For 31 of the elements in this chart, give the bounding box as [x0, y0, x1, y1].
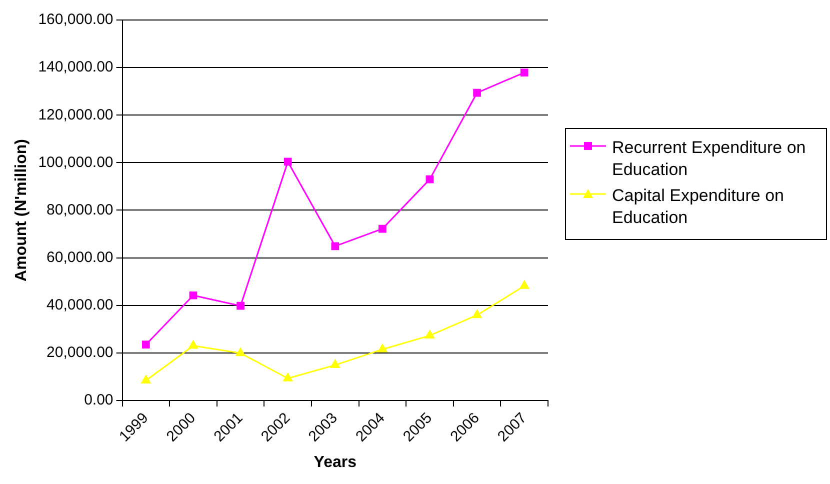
point [236, 348, 246, 356]
point [426, 175, 434, 184]
y-tick-label: 100,000.00 [38, 154, 114, 171]
point [473, 88, 481, 97]
point [188, 340, 198, 349]
y-tick-label: 120,000.00 [38, 106, 114, 124]
y-tick-label: 160,000.00 [38, 11, 114, 28]
point [378, 344, 388, 352]
point [189, 291, 198, 300]
point [520, 68, 528, 76]
point [330, 360, 340, 368]
legend-label: Capital Expenditure on Education [612, 185, 786, 229]
y-tick-label: 0.00 [84, 392, 114, 409]
point [284, 158, 292, 166]
point [141, 375, 151, 384]
y-tick-label: 20,000.00 [46, 344, 114, 362]
point [472, 310, 482, 318]
point [236, 302, 244, 310]
y-tick-label: 80,000.00 [46, 201, 114, 218]
y-axis-title: Amount (N'million) [13, 139, 30, 282]
x-axis-title: Years [314, 454, 357, 471]
y-tick-label: 140,000.00 [38, 58, 114, 76]
point [378, 224, 386, 233]
point [520, 280, 529, 289]
point [331, 242, 340, 250]
y-tick-label: 60,000.00 [46, 248, 114, 266]
y-tick-label: 40,000.00 [46, 296, 114, 314]
point [283, 373, 292, 382]
legend-label: Recurrent Expenditure on Education [612, 137, 807, 181]
point [142, 340, 150, 349]
point [425, 330, 434, 339]
